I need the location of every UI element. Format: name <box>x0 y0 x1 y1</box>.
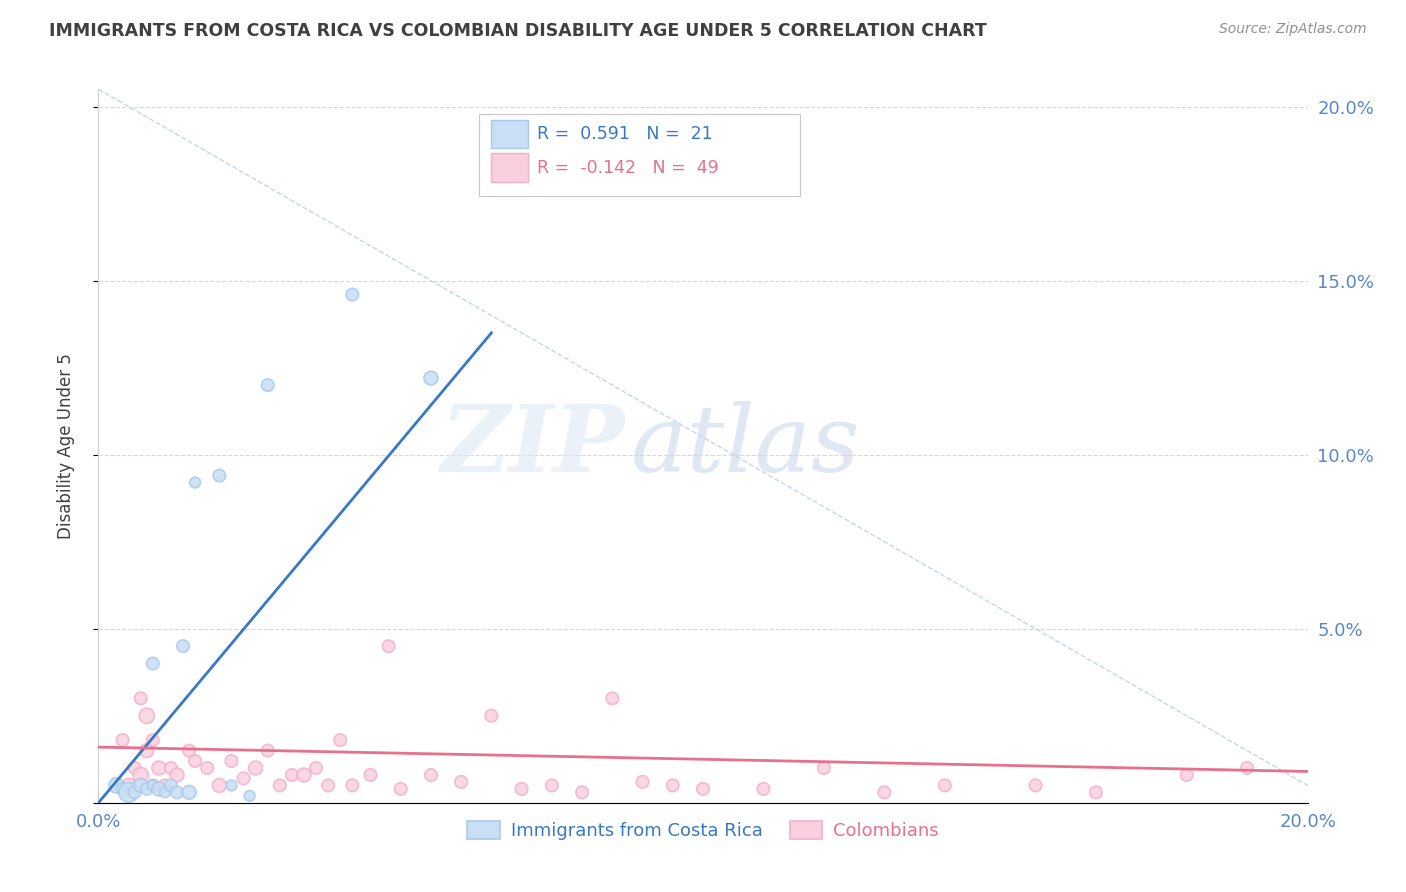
Point <box>305 761 328 775</box>
Point <box>160 778 183 792</box>
Point <box>232 772 254 786</box>
Text: Source: ZipAtlas.com: Source: ZipAtlas.com <box>1219 22 1367 37</box>
Text: atlas: atlas <box>630 401 860 491</box>
Point <box>1085 785 1108 799</box>
Point <box>389 781 412 796</box>
Point <box>129 691 152 706</box>
Point <box>111 781 134 796</box>
Point <box>124 785 146 799</box>
Point <box>179 743 201 757</box>
Point <box>135 708 157 723</box>
Point <box>510 781 533 796</box>
Point <box>179 785 201 799</box>
Point <box>245 761 267 775</box>
Y-axis label: Disability Age Under 5: Disability Age Under 5 <box>56 353 75 539</box>
Point <box>813 761 835 775</box>
Point <box>342 287 364 301</box>
Point <box>153 778 176 792</box>
Point <box>692 781 714 796</box>
Point <box>221 778 243 792</box>
Point <box>153 785 176 799</box>
Bar <box>492 153 527 182</box>
Point <box>195 761 218 775</box>
Point <box>129 778 152 792</box>
Point <box>135 743 157 757</box>
Point <box>239 789 262 803</box>
FancyBboxPatch shape <box>479 114 800 196</box>
Point <box>281 768 304 782</box>
Point <box>934 778 956 792</box>
Point <box>166 785 188 799</box>
Point <box>148 761 170 775</box>
Text: R =  0.591   N =  21: R = 0.591 N = 21 <box>537 125 713 143</box>
Point <box>129 768 152 782</box>
Point <box>142 778 165 792</box>
Bar <box>492 120 527 148</box>
Point <box>329 733 352 747</box>
Point <box>135 781 157 796</box>
Point <box>873 785 896 799</box>
Point <box>377 639 399 653</box>
Point <box>316 778 339 792</box>
Text: IMMIGRANTS FROM COSTA RICA VS COLOMBIAN DISABILITY AGE UNDER 5 CORRELATION CHART: IMMIGRANTS FROM COSTA RICA VS COLOMBIAN … <box>49 22 987 40</box>
Point <box>360 768 382 782</box>
Point <box>269 778 291 792</box>
Point <box>481 708 503 723</box>
Point <box>142 778 165 792</box>
Point <box>142 657 165 671</box>
Point <box>208 468 231 483</box>
Point <box>166 768 188 782</box>
Point <box>184 475 207 490</box>
Point <box>1236 761 1258 775</box>
Point <box>420 768 443 782</box>
Point <box>752 781 775 796</box>
Point <box>184 754 207 768</box>
Legend: Immigrants from Costa Rica, Colombians: Immigrants from Costa Rica, Colombians <box>460 814 946 847</box>
Point <box>1024 778 1046 792</box>
Point <box>342 778 364 792</box>
Point <box>571 785 593 799</box>
Point <box>256 378 278 392</box>
Point <box>148 781 170 796</box>
Point <box>450 775 472 789</box>
Point <box>172 639 194 653</box>
Point <box>292 768 315 782</box>
Point <box>160 761 183 775</box>
Point <box>602 691 624 706</box>
Point <box>124 761 146 775</box>
Point <box>221 754 243 768</box>
Point <box>420 371 443 385</box>
Point <box>111 733 134 747</box>
Point <box>118 778 141 792</box>
Point <box>105 778 128 792</box>
Point <box>142 733 165 747</box>
Text: R =  -0.142   N =  49: R = -0.142 N = 49 <box>537 159 718 177</box>
Point <box>540 778 562 792</box>
Point <box>118 785 141 799</box>
Text: ZIP: ZIP <box>440 401 624 491</box>
Point <box>631 775 654 789</box>
Point <box>1175 768 1198 782</box>
Point <box>208 778 231 792</box>
Point <box>256 743 278 757</box>
Point <box>661 778 683 792</box>
